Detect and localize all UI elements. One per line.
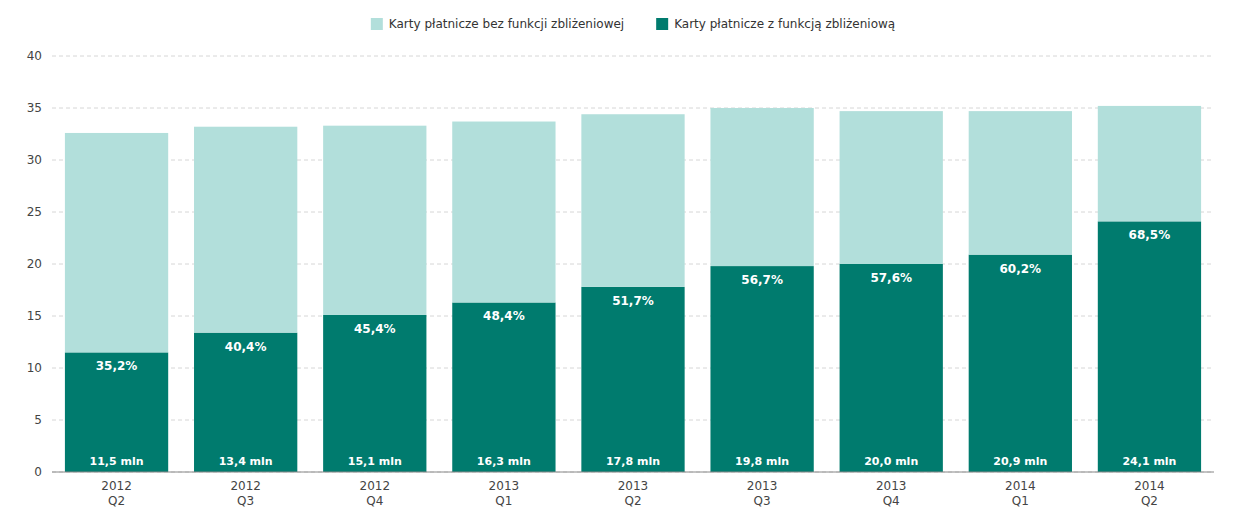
x-tick-label: 2012Q2 xyxy=(101,479,132,508)
bar-segment xyxy=(452,122,555,303)
bar-segment xyxy=(323,126,426,315)
y-tick-label: 20 xyxy=(27,257,42,271)
y-tick-label: 5 xyxy=(34,413,42,427)
x-tick-label: 2012Q3 xyxy=(230,479,261,508)
grid-line xyxy=(52,472,1214,473)
x-tick-label: 2012Q4 xyxy=(360,479,391,508)
bar-segment xyxy=(194,127,297,333)
value-label: 19,8 mln xyxy=(735,455,789,468)
bar-segment xyxy=(840,264,943,472)
y-tick-label: 15 xyxy=(27,309,42,323)
legend: Karty płatnicze bez funkcji zbliżeniowej… xyxy=(371,17,895,31)
value-label: 11,5 mln xyxy=(90,455,144,468)
x-tick-label: 2013Q3 xyxy=(747,479,778,508)
share-label: 57,6% xyxy=(870,271,912,285)
y-tick-label: 10 xyxy=(27,361,42,375)
bar-segment xyxy=(710,266,813,472)
grid xyxy=(52,56,1214,472)
share-label: 56,7% xyxy=(741,273,783,287)
bar-segment xyxy=(1098,106,1201,221)
labels: 11,5 mln 35,2% 13,4 mln 40,4% 15,1 mln 45,4% 1… xyxy=(90,228,1177,468)
y-tick-label: 40 xyxy=(27,49,42,63)
value-label: 15,1 mln xyxy=(348,455,402,468)
bars xyxy=(65,106,1201,472)
legend-label: Karty płatnicze z funkcją zbliżeniową xyxy=(674,17,895,31)
x-tick-label: 2014Q1 xyxy=(1005,479,1036,508)
bar-segment xyxy=(323,315,426,472)
x-tick-label: 2013Q4 xyxy=(876,479,907,508)
bar-segment xyxy=(710,108,813,266)
value-label: 13,4 mln xyxy=(219,455,273,468)
share-label: 45,4% xyxy=(354,322,396,336)
share-label: 60,2% xyxy=(1000,262,1042,276)
bar-segment xyxy=(581,114,684,287)
grid-line xyxy=(52,108,1214,109)
x-tick-label: 2013Q2 xyxy=(618,479,649,508)
share-label: 51,7% xyxy=(612,294,654,308)
chart: 0 5 10 15 20 25 30 35 40 11,5 mln 35,2% 13,4 mln 40,… xyxy=(0,0,1238,528)
bar-segment xyxy=(969,111,1072,255)
share-label: 48,4% xyxy=(483,309,525,323)
bar-segment xyxy=(194,333,297,472)
value-label: 16,3 mln xyxy=(477,455,531,468)
legend-item: Karty płatnicze bez funkcji zbliżeniowej xyxy=(371,17,624,31)
bar-segment xyxy=(452,302,555,472)
legend-label: Karty płatnicze bez funkcji zbliżeniowej xyxy=(389,17,624,31)
y-tick-label: 30 xyxy=(27,153,42,167)
bar-segment xyxy=(581,287,684,472)
legend-swatch xyxy=(371,18,383,30)
value-label: 17,8 mln xyxy=(606,455,660,468)
x-axis-line xyxy=(52,472,1214,473)
value-label: 20,0 mln xyxy=(864,455,918,468)
bar-segment xyxy=(1098,221,1201,472)
y-tick-label: 0 xyxy=(34,465,42,479)
share-label: 68,5% xyxy=(1129,228,1171,242)
value-label: 20,9 mln xyxy=(993,455,1047,468)
legend-item: Karty płatnicze z funkcją zbliżeniową xyxy=(656,17,895,31)
share-label: 40,4% xyxy=(225,340,267,354)
y-tick-label: 35 xyxy=(27,101,42,115)
y-tick-label: 25 xyxy=(27,205,42,219)
value-label: 24,1 mln xyxy=(1122,455,1176,468)
bar-segment xyxy=(65,133,168,352)
x-tick-label: 2014Q2 xyxy=(1134,479,1165,508)
bar-segment xyxy=(969,255,1072,472)
legend-swatch xyxy=(656,18,668,30)
bar-segment xyxy=(65,352,168,472)
x-tick-label: 2013Q1 xyxy=(489,479,520,508)
share-label: 35,2% xyxy=(96,359,138,373)
bar-segment xyxy=(840,111,943,264)
grid-line xyxy=(52,56,1214,57)
